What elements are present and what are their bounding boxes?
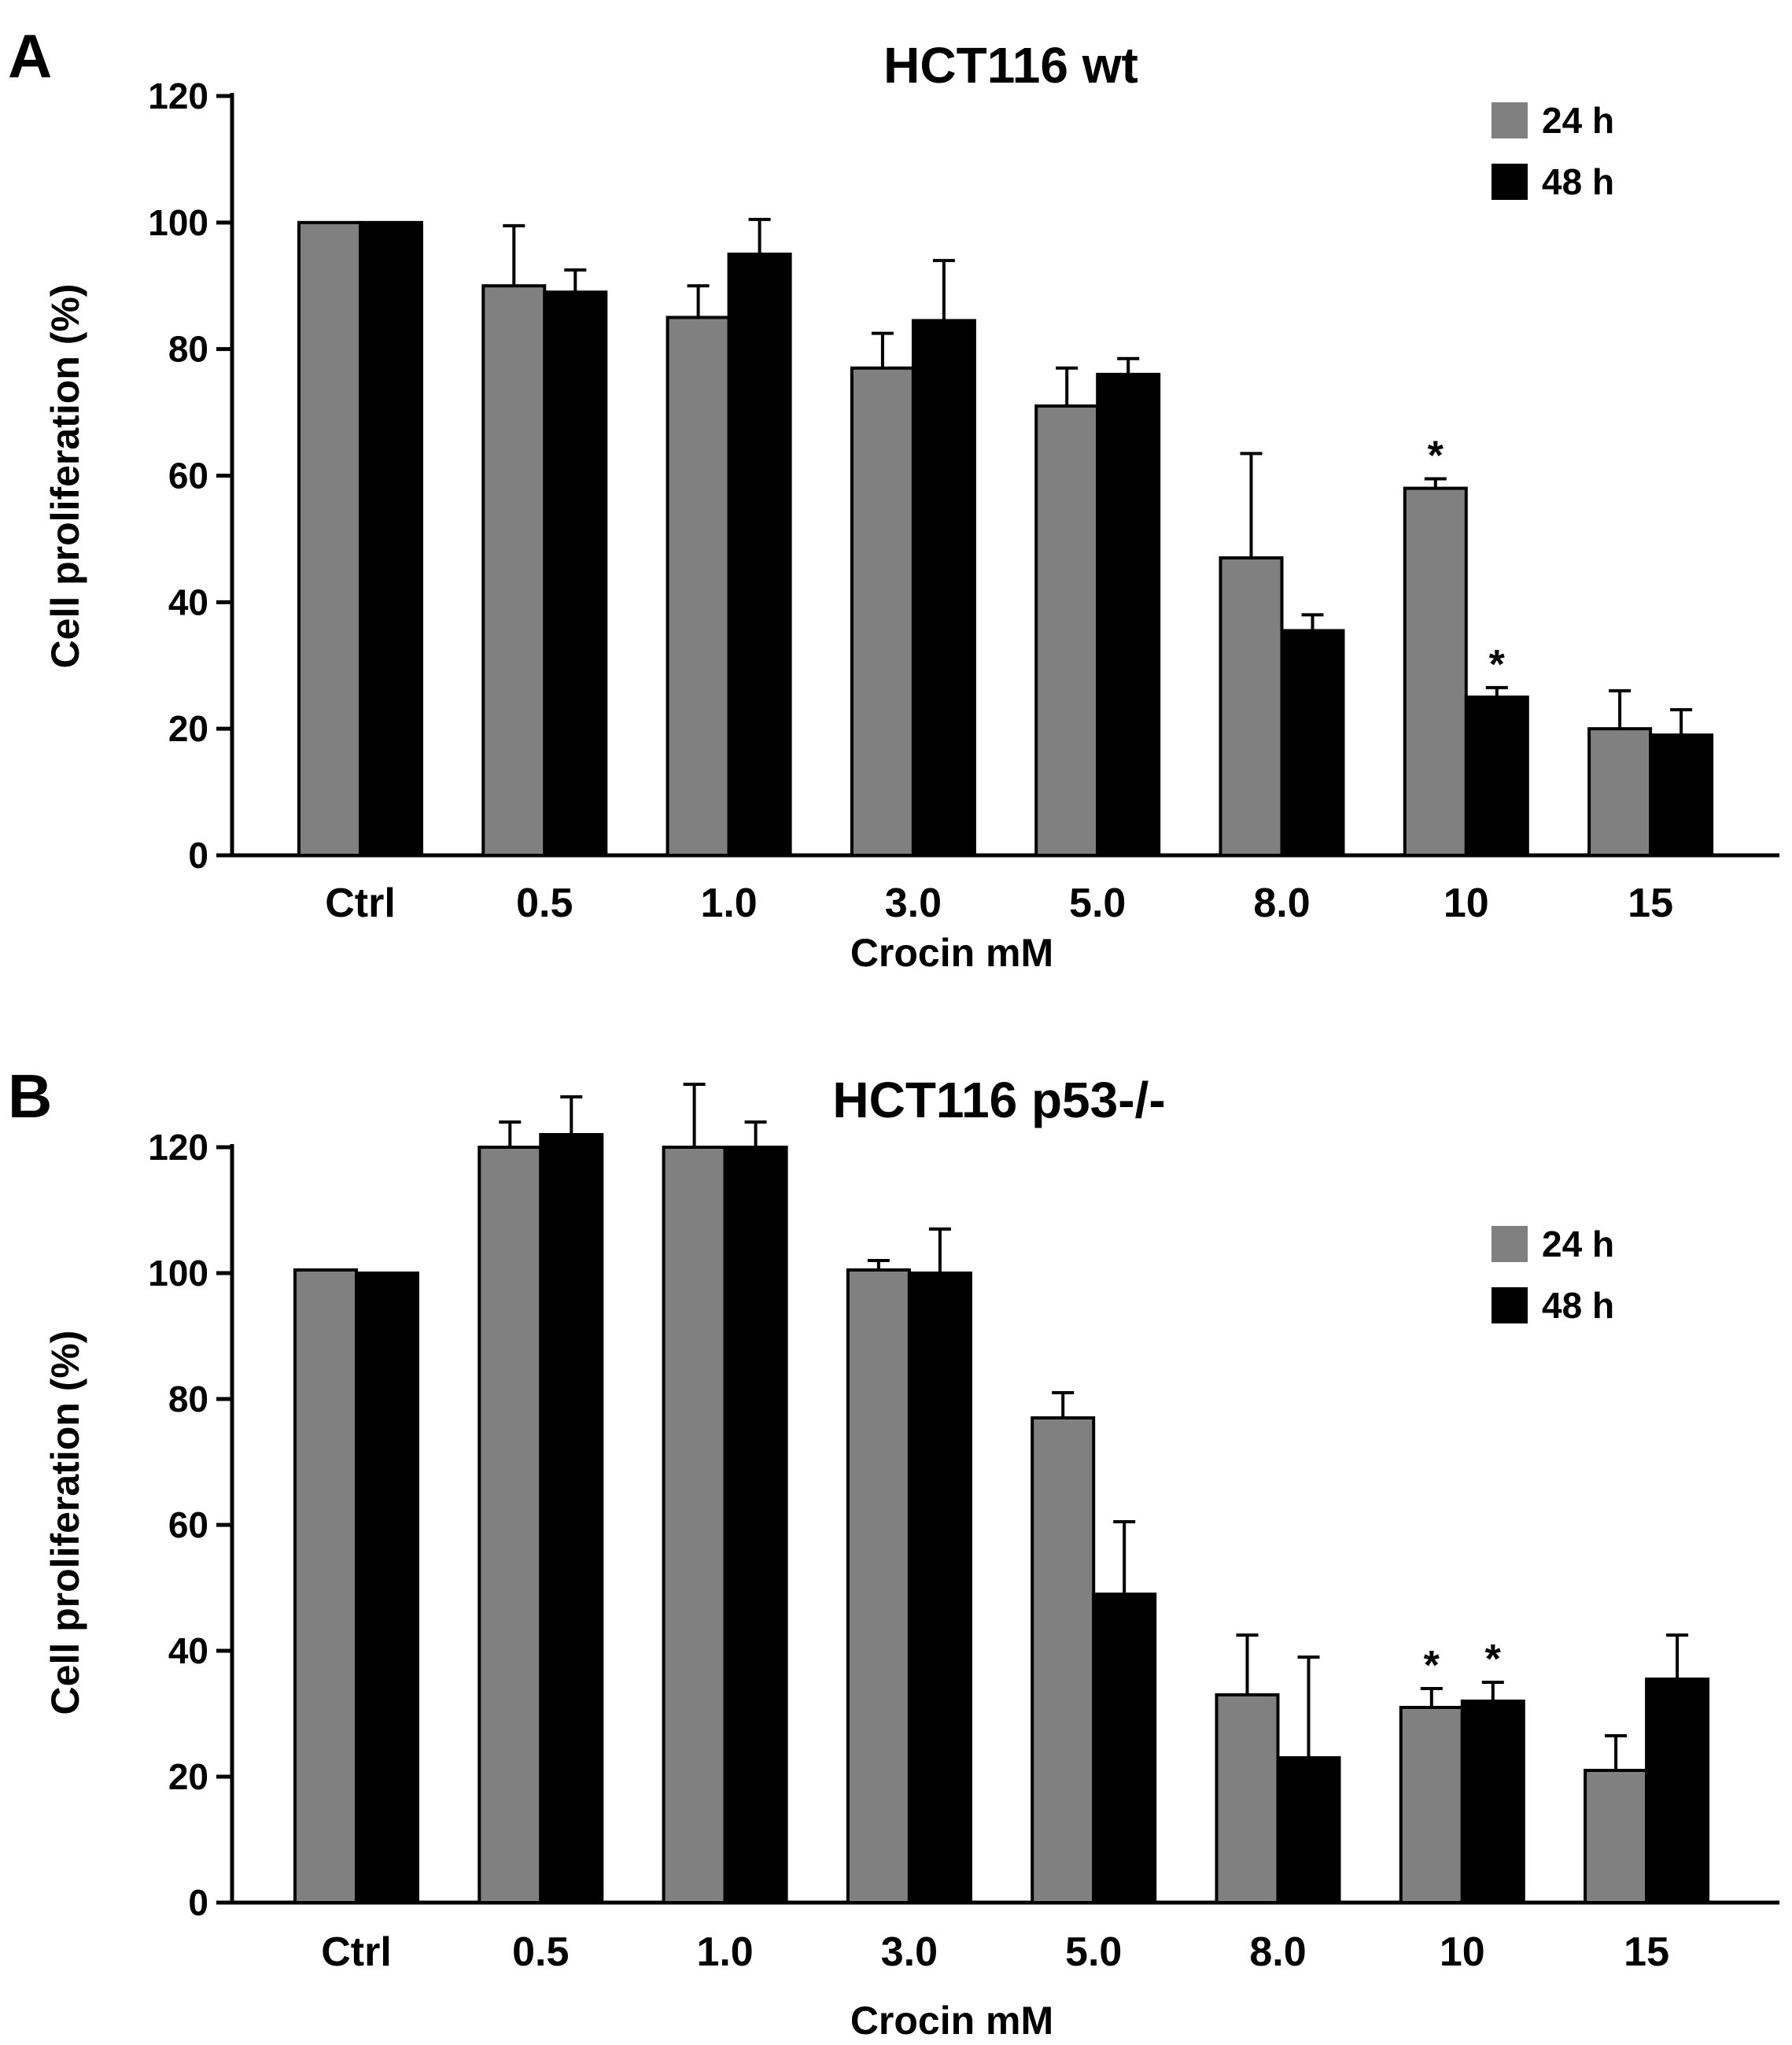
- y-tick-label: 100: [148, 202, 208, 243]
- bar: [1645, 1678, 1710, 1904]
- x-category-label: 1.0: [700, 880, 757, 926]
- bar: [1215, 1693, 1280, 1904]
- bar: [723, 1146, 788, 1904]
- bar: [850, 366, 915, 857]
- legend-swatch: [1491, 164, 1528, 200]
- y-tick-label: 120: [148, 1127, 208, 1168]
- legend-swatch: [1491, 102, 1528, 138]
- x-category-label: 15: [1628, 880, 1673, 926]
- bar: [1399, 1706, 1464, 1904]
- x-category-label: 3.0: [885, 880, 942, 926]
- bar: [481, 284, 547, 857]
- bar: [1584, 1769, 1649, 1904]
- bar: [539, 1133, 604, 1904]
- bar: [1403, 486, 1468, 857]
- y-tick-label: 40: [168, 581, 208, 622]
- chart-title: HCT116 p53-/-: [832, 1072, 1165, 1128]
- y-tick-label: 20: [168, 1756, 208, 1797]
- y-tick-label: 60: [168, 456, 208, 496]
- x-category-label: 0.5: [512, 1929, 569, 1975]
- legend-swatch: [1491, 1226, 1528, 1262]
- bar: [1096, 372, 1161, 858]
- bar: [662, 1146, 727, 1904]
- y-tick-label: 0: [188, 1882, 208, 1923]
- bar: [1092, 1593, 1157, 1904]
- legend-label: 24 h: [1542, 1224, 1614, 1264]
- bar: [1464, 695, 1529, 857]
- x-category-label: 5.0: [1065, 1929, 1122, 1975]
- panel-a: A HCT116 wt 0 20 40 60 80 100 120 Crocin mM Cell p…: [8, 21, 1779, 975]
- legend-label: 48 h: [1542, 161, 1614, 202]
- y-tick-label: 100: [148, 1253, 208, 1294]
- x-category-label: 10: [1440, 1929, 1485, 1975]
- bar: [911, 319, 976, 857]
- x-category-label: 3.0: [881, 1929, 938, 1975]
- x-category-label: 15: [1624, 1929, 1669, 1975]
- bar: [1276, 1756, 1341, 1904]
- bar: [1280, 629, 1345, 857]
- significance-marker: *: [1485, 1637, 1502, 1682]
- bar: [355, 1272, 419, 1904]
- y-tick-label: 40: [168, 1630, 208, 1671]
- bar: [907, 1272, 972, 1904]
- bar: [1460, 1700, 1525, 1904]
- bar: [1219, 556, 1284, 858]
- y-tick-label: 120: [148, 76, 208, 116]
- bar: [543, 290, 608, 857]
- y-tick-label: 60: [168, 1504, 208, 1545]
- legend-label: 24 h: [1542, 100, 1614, 141]
- chart-title: HCT116 wt: [883, 37, 1138, 94]
- y-axis-title: Cell proliferation (%): [43, 1331, 87, 1715]
- bar: [666, 316, 731, 858]
- legend-label: 48 h: [1542, 1285, 1614, 1326]
- x-category-label: Ctrl: [325, 880, 396, 926]
- x-category-label: 10: [1444, 880, 1489, 926]
- bar: [1587, 727, 1653, 858]
- x-category-label: 5.0: [1069, 880, 1126, 926]
- y-tick-label: 80: [168, 329, 208, 370]
- panel-b: B HCT116 p53-/- 0 20 40 60 80 100 120 Crocin mM Ce…: [8, 1061, 1779, 2043]
- significance-marker: *: [1424, 1643, 1440, 1689]
- bar: [727, 253, 792, 857]
- y-tick-label: 20: [168, 708, 208, 749]
- bar: [1649, 733, 1714, 857]
- bar: [297, 220, 362, 858]
- legend-swatch: [1491, 1287, 1528, 1323]
- panel-letter: A: [8, 21, 52, 90]
- bar: [477, 1146, 543, 1904]
- x-axis-title: Crocin mM: [850, 931, 1053, 975]
- x-axis-title: Crocin mM: [850, 1999, 1053, 2043]
- bar: [846, 1268, 911, 1904]
- bar: [1031, 1416, 1096, 1904]
- y-tick-label: 80: [168, 1379, 208, 1419]
- x-category-label: 8.0: [1253, 880, 1310, 926]
- x-category-label: 8.0: [1249, 1929, 1306, 1975]
- bar: [1034, 404, 1100, 857]
- x-category-label: 1.0: [696, 1929, 753, 1975]
- y-tick-label: 0: [188, 835, 208, 876]
- bar: [359, 220, 423, 858]
- significance-marker: *: [1428, 434, 1444, 479]
- bar: [293, 1268, 358, 1904]
- x-category-label: Ctrl: [321, 1929, 392, 1975]
- x-category-label: 0.5: [516, 880, 573, 926]
- y-axis-title: Cell proliferation (%): [43, 284, 87, 669]
- significance-marker: *: [1489, 642, 1506, 688]
- panel-letter: B: [8, 1061, 52, 1131]
